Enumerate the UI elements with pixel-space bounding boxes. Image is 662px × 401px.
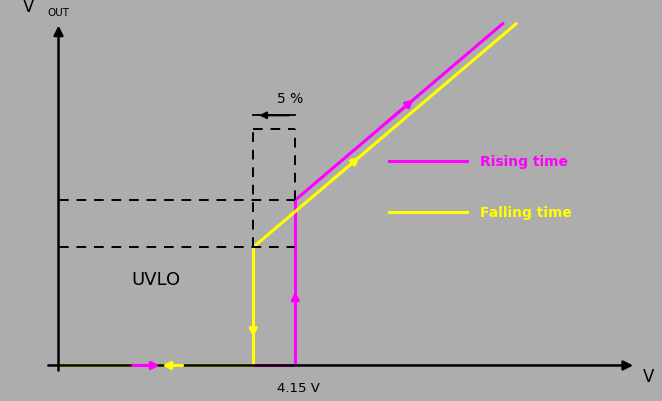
Text: Rising time: Rising time (480, 154, 568, 168)
Text: Falling time: Falling time (480, 205, 572, 219)
Text: UVLO: UVLO (131, 270, 181, 288)
Text: V: V (642, 367, 654, 385)
Text: V: V (23, 0, 34, 16)
Text: 5 %: 5 % (277, 92, 304, 106)
Text: 4.15 V: 4.15 V (277, 381, 320, 394)
Text: OUT: OUT (48, 8, 70, 18)
